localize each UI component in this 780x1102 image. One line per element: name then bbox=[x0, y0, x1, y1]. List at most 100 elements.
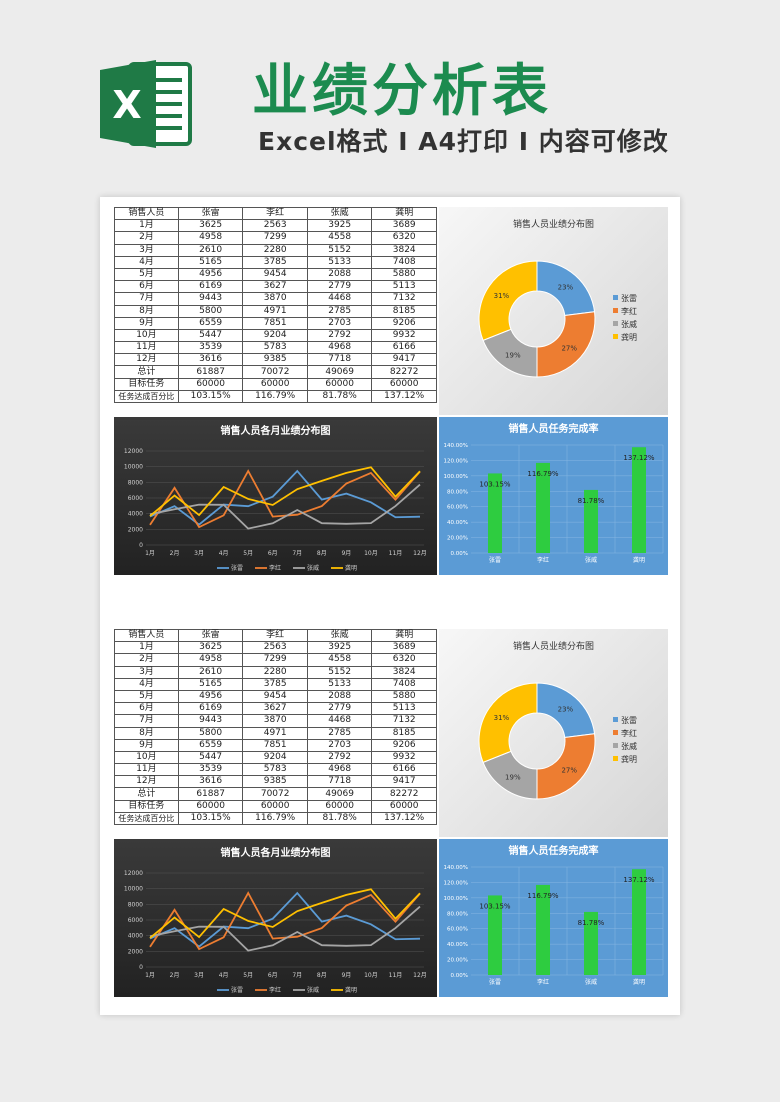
table-cell[interactable]: 8月 bbox=[114, 304, 179, 318]
table-cell[interactable]: 2563 bbox=[242, 641, 308, 655]
table-cell[interactable]: 4956 bbox=[177, 689, 244, 704]
table-cell[interactable]: 5月 bbox=[114, 267, 179, 282]
table-cell[interactable]: 5447 bbox=[177, 750, 244, 765]
table-cell[interactable]: 6169 bbox=[177, 280, 244, 294]
bar[interactable] bbox=[488, 473, 502, 553]
table-cell[interactable]: 49069 bbox=[306, 365, 373, 379]
table-cell[interactable]: 4958 bbox=[177, 653, 244, 667]
table-cell[interactable]: 6169 bbox=[177, 702, 244, 716]
table-cell[interactable]: 5133 bbox=[306, 677, 373, 691]
table-cell[interactable]: 60000 bbox=[242, 377, 308, 391]
table-cell[interactable]: 2779 bbox=[306, 702, 373, 716]
table-cell[interactable]: 3785 bbox=[242, 255, 308, 269]
table-cell[interactable]: 5165 bbox=[177, 677, 244, 691]
table-cell[interactable]: 60000 bbox=[371, 377, 437, 391]
table-cell[interactable]: 9385 bbox=[242, 775, 308, 789]
table-cell[interactable]: 60000 bbox=[242, 799, 308, 813]
table-cell[interactable]: 5133 bbox=[306, 255, 373, 269]
table-cell[interactable]: 6166 bbox=[371, 341, 437, 355]
table-cell[interactable]: 4558 bbox=[306, 231, 373, 245]
table-cell[interactable]: 2280 bbox=[242, 243, 308, 257]
table-cell[interactable]: 60000 bbox=[177, 799, 244, 813]
table-cell[interactable]: 137.12% bbox=[371, 389, 437, 404]
table-cell[interactable]: 9385 bbox=[242, 353, 308, 367]
table-cell[interactable]: 3627 bbox=[242, 702, 308, 716]
table-cell[interactable]: 6559 bbox=[177, 316, 244, 330]
donut-slice[interactable] bbox=[478, 260, 538, 342]
table-cell[interactable]: 目标任务 bbox=[114, 799, 179, 813]
table-cell[interactable]: 103.15% bbox=[177, 389, 244, 404]
header-cell[interactable]: 李红 bbox=[242, 206, 308, 221]
table-cell[interactable]: 3925 bbox=[306, 219, 373, 233]
table-cell[interactable]: 2785 bbox=[306, 726, 373, 740]
table-cell[interactable]: 9204 bbox=[242, 328, 308, 343]
table-cell[interactable]: 6月 bbox=[114, 702, 179, 716]
table-cell[interactable]: 3625 bbox=[177, 219, 244, 233]
table-cell[interactable]: 103.15% bbox=[177, 811, 244, 826]
table-cell[interactable]: 4971 bbox=[242, 304, 308, 318]
table-cell[interactable]: 5月 bbox=[114, 689, 179, 704]
header-cell[interactable]: 张威 bbox=[306, 628, 373, 643]
table-cell[interactable]: 61887 bbox=[177, 365, 244, 379]
table-cell[interactable]: 116.79% bbox=[242, 389, 308, 404]
table-cell[interactable]: 3616 bbox=[177, 353, 244, 367]
table-cell[interactable]: 2703 bbox=[306, 738, 373, 752]
bar[interactable] bbox=[632, 447, 646, 553]
table-cell[interactable]: 9454 bbox=[242, 267, 308, 282]
series-line[interactable] bbox=[149, 483, 421, 530]
table-cell[interactable]: 4971 bbox=[242, 726, 308, 740]
table-cell[interactable]: 9204 bbox=[242, 750, 308, 765]
table-cell[interactable]: 9932 bbox=[371, 750, 437, 765]
table-cell[interactable]: 3870 bbox=[242, 292, 308, 306]
table-cell[interactable]: 2088 bbox=[306, 267, 373, 282]
table-cell[interactable]: 9月 bbox=[114, 316, 179, 330]
table-cell[interactable]: 4468 bbox=[306, 292, 373, 306]
table-cell[interactable]: 7月 bbox=[114, 292, 179, 306]
table-cell[interactable]: 4958 bbox=[177, 231, 244, 245]
table-cell[interactable]: 7299 bbox=[242, 653, 308, 667]
table-cell[interactable]: 7408 bbox=[371, 677, 437, 691]
table-cell[interactable]: 60000 bbox=[371, 799, 437, 813]
table-cell[interactable]: 3689 bbox=[371, 219, 437, 233]
series-line[interactable] bbox=[149, 466, 421, 517]
table-cell[interactable]: 3870 bbox=[242, 714, 308, 728]
table-cell[interactable]: 6320 bbox=[371, 231, 437, 245]
table-cell[interactable]: 5783 bbox=[242, 763, 308, 777]
table-cell[interactable]: 4968 bbox=[306, 763, 373, 777]
table-cell[interactable]: 任务达成百分比 bbox=[114, 811, 179, 826]
table-cell[interactable]: 7月 bbox=[114, 714, 179, 728]
bar[interactable] bbox=[488, 895, 502, 975]
table-cell[interactable]: 137.12% bbox=[371, 811, 437, 826]
header-cell[interactable]: 张雷 bbox=[177, 628, 244, 643]
table-cell[interactable]: 5800 bbox=[177, 304, 244, 318]
donut-slice[interactable] bbox=[478, 682, 538, 764]
table-cell[interactable]: 7851 bbox=[242, 738, 308, 752]
header-cell[interactable]: 销售人员 bbox=[114, 206, 179, 221]
table-cell[interactable]: 6月 bbox=[114, 280, 179, 294]
table-cell[interactable]: 7132 bbox=[371, 292, 437, 306]
table-cell[interactable]: 6559 bbox=[177, 738, 244, 752]
table-cell[interactable]: 9417 bbox=[371, 353, 437, 367]
table-cell[interactable]: 2610 bbox=[177, 243, 244, 257]
table-cell[interactable]: 81.78% bbox=[306, 811, 373, 826]
table-cell[interactable]: 4月 bbox=[114, 255, 179, 269]
table-cell[interactable]: 70072 bbox=[242, 787, 308, 801]
header-cell[interactable]: 张威 bbox=[306, 206, 373, 221]
table-cell[interactable]: 116.79% bbox=[242, 811, 308, 826]
header-cell[interactable]: 李红 bbox=[242, 628, 308, 643]
table-cell[interactable]: 3824 bbox=[371, 243, 437, 257]
bar[interactable] bbox=[584, 911, 598, 975]
table-cell[interactable]: 7718 bbox=[306, 775, 373, 789]
table-cell[interactable]: 2792 bbox=[306, 328, 373, 343]
table-cell[interactable]: 6320 bbox=[371, 653, 437, 667]
series-line[interactable] bbox=[149, 888, 421, 939]
table-cell[interactable]: 2610 bbox=[177, 665, 244, 679]
table-cell[interactable]: 9443 bbox=[177, 714, 244, 728]
table-cell[interactable]: 1月 bbox=[114, 219, 179, 233]
donut-slice[interactable] bbox=[536, 311, 596, 378]
table-cell[interactable]: 3785 bbox=[242, 677, 308, 691]
table-cell[interactable]: 5800 bbox=[177, 726, 244, 740]
bar[interactable] bbox=[536, 884, 550, 975]
table-cell[interactable]: 6166 bbox=[371, 763, 437, 777]
table-cell[interactable]: 9206 bbox=[371, 738, 437, 752]
